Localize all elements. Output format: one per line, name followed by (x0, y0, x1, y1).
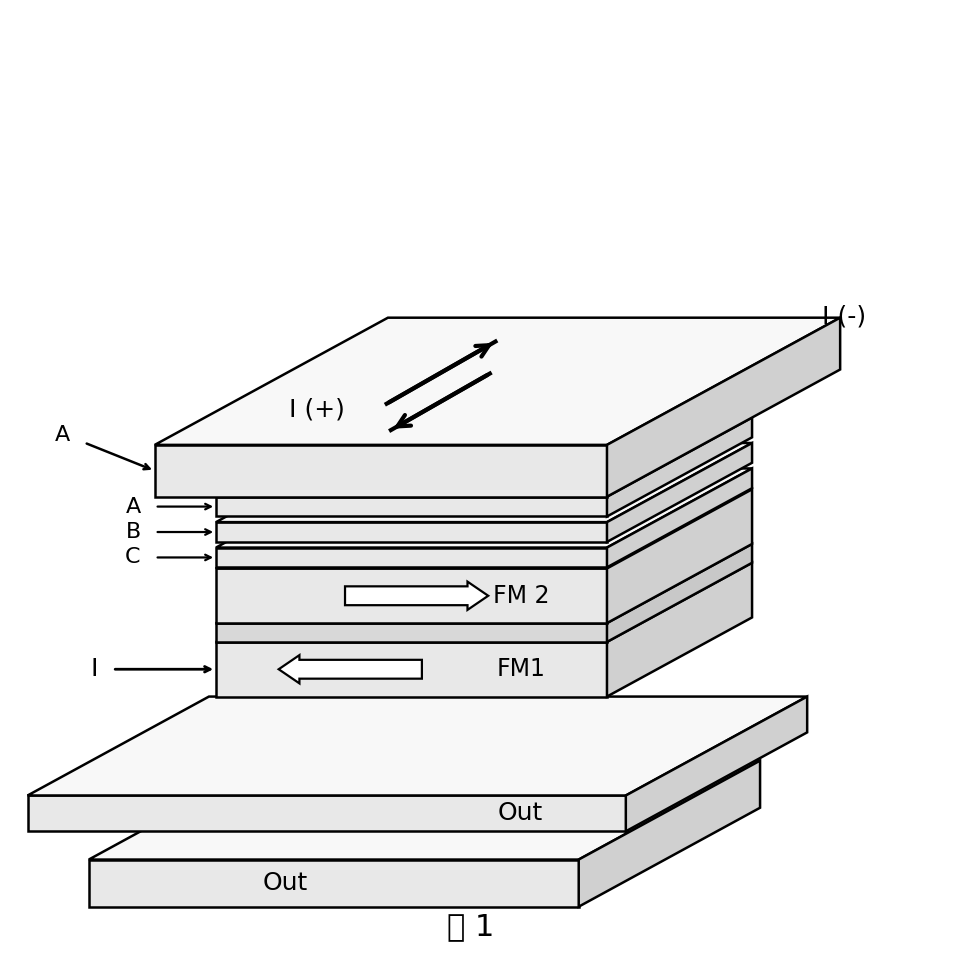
Text: A: A (54, 425, 70, 445)
Polygon shape (216, 443, 752, 522)
Polygon shape (89, 859, 578, 906)
Polygon shape (626, 697, 807, 832)
Text: FM 2: FM 2 (492, 584, 549, 608)
Text: I (-): I (-) (822, 304, 865, 328)
Polygon shape (216, 522, 607, 542)
Text: 图 1: 图 1 (447, 913, 494, 942)
Polygon shape (607, 489, 752, 623)
Text: A: A (125, 496, 141, 516)
Polygon shape (89, 761, 760, 859)
Text: I (+): I (+) (289, 397, 345, 421)
Polygon shape (607, 563, 752, 697)
Text: B: B (125, 522, 141, 542)
Text: FM1: FM1 (496, 657, 546, 682)
Polygon shape (27, 697, 807, 795)
Polygon shape (27, 795, 626, 832)
Polygon shape (607, 468, 752, 567)
Polygon shape (155, 445, 607, 497)
Text: I: I (91, 657, 98, 682)
Polygon shape (216, 418, 752, 497)
FancyArrow shape (345, 581, 488, 610)
Polygon shape (607, 418, 752, 516)
Text: Out: Out (497, 801, 543, 825)
Polygon shape (216, 544, 752, 623)
Polygon shape (216, 623, 607, 641)
Polygon shape (607, 443, 752, 542)
Polygon shape (155, 317, 840, 445)
Polygon shape (216, 563, 752, 641)
Polygon shape (216, 569, 607, 623)
Text: Out: Out (263, 871, 307, 895)
Polygon shape (607, 544, 752, 641)
Text: C: C (125, 548, 141, 568)
Polygon shape (216, 641, 607, 697)
FancyArrow shape (279, 655, 422, 684)
Polygon shape (578, 761, 760, 906)
Polygon shape (216, 489, 752, 569)
Polygon shape (216, 497, 607, 516)
Polygon shape (216, 468, 752, 548)
Polygon shape (216, 548, 607, 567)
Polygon shape (607, 317, 840, 497)
